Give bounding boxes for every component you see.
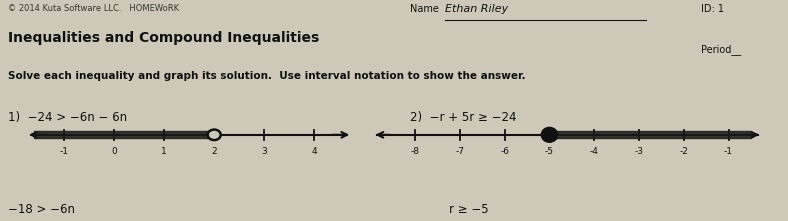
- Text: -1: -1: [59, 147, 69, 156]
- Text: r ≥ −5: r ≥ −5: [449, 203, 489, 216]
- Text: 3: 3: [262, 147, 267, 156]
- Text: 4: 4: [312, 147, 318, 156]
- Text: -6: -6: [500, 147, 509, 156]
- Text: -8: -8: [411, 147, 420, 156]
- Text: Solve each inequality and graph its solution.  Use interval notation to show the: Solve each inequality and graph its solu…: [8, 71, 526, 81]
- Text: -4: -4: [589, 147, 599, 156]
- Text: Inequalities and Compound Inequalities: Inequalities and Compound Inequalities: [8, 31, 319, 45]
- Text: ID: 1: ID: 1: [701, 4, 724, 14]
- Circle shape: [542, 128, 557, 142]
- Circle shape: [208, 130, 221, 140]
- Text: Name: Name: [410, 4, 442, 14]
- Text: 1: 1: [162, 147, 167, 156]
- Text: 2)  −r + 5r ≥ −24: 2) −r + 5r ≥ −24: [410, 110, 516, 124]
- Text: 1)  −24 > −6n − 6n: 1) −24 > −6n − 6n: [8, 110, 127, 124]
- Text: −18 > −6n: −18 > −6n: [8, 203, 75, 216]
- Text: -1: -1: [724, 147, 733, 156]
- Text: © 2014 Kuta Software LLC.   HOMEWoRK: © 2014 Kuta Software LLC. HOMEWoRK: [8, 4, 179, 13]
- Text: -3: -3: [634, 147, 644, 156]
- Text: 0: 0: [111, 147, 117, 156]
- Text: -2: -2: [679, 147, 688, 156]
- Text: 2: 2: [211, 147, 217, 156]
- Text: Ethan Riley: Ethan Riley: [445, 4, 508, 14]
- Text: -5: -5: [545, 147, 554, 156]
- Text: -7: -7: [455, 147, 464, 156]
- Text: Period__: Period__: [701, 44, 742, 55]
